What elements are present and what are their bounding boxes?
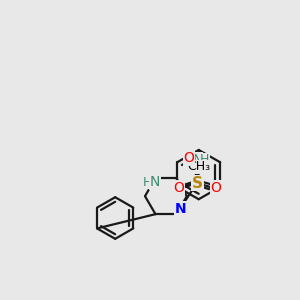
Text: H: H — [200, 154, 209, 166]
Text: S: S — [192, 176, 203, 190]
Text: H: H — [186, 154, 195, 166]
Text: O: O — [184, 152, 195, 165]
Text: O: O — [211, 181, 221, 195]
Text: CH₃: CH₃ — [187, 160, 210, 173]
Text: N: N — [175, 202, 186, 216]
Text: N: N — [149, 175, 160, 189]
Text: N: N — [192, 153, 203, 167]
Text: H: H — [143, 176, 152, 188]
Text: O: O — [173, 181, 184, 195]
